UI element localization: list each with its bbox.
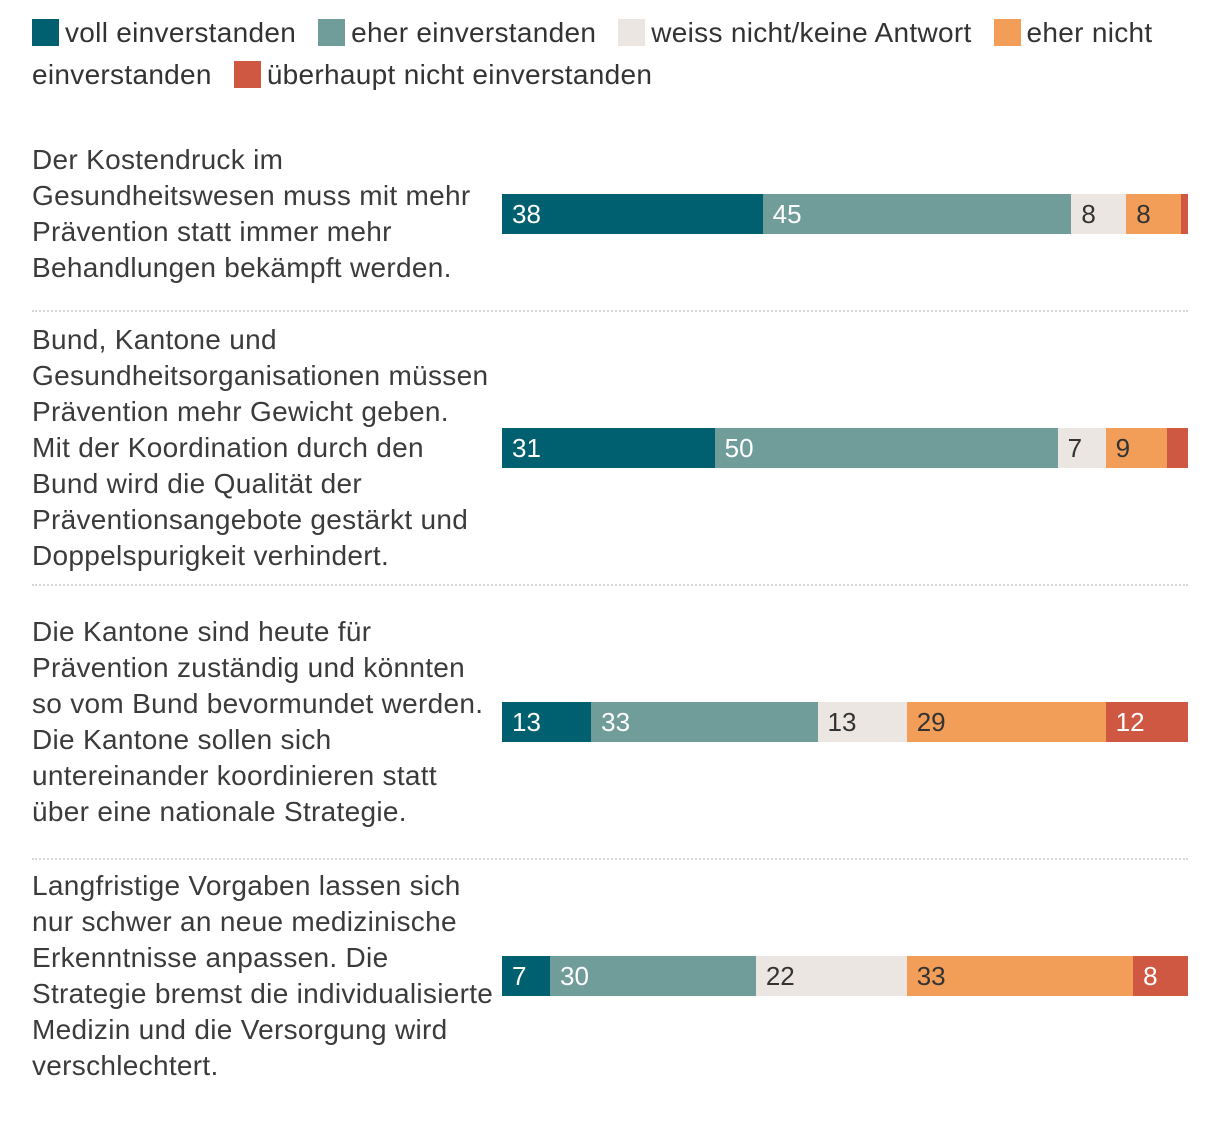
legend-swatch (318, 19, 346, 46)
chart-row: Die Kantone sind heute für Prävention zu… (32, 586, 1188, 860)
legend-label: weiss nicht/keine Antwort (651, 17, 972, 48)
bar-segment: 13 (502, 702, 592, 742)
legend-label: eher nicht einverstanden (32, 17, 1153, 90)
legend-label: voll einverstanden (65, 17, 297, 48)
bar-segment: 8 (1126, 194, 1182, 234)
bar-segment (1181, 194, 1188, 234)
legend-label: überhaupt nicht einverstanden (266, 59, 653, 90)
stacked-bar: 7 30 22 33 8 (502, 956, 1188, 996)
category-label: Der Kostendruck im Gesundheitswesen muss… (32, 144, 471, 283)
bar-segment: 22 (755, 956, 907, 996)
legend-label: eher einverstanden (351, 17, 597, 48)
bar-segment: 29 (906, 702, 1106, 742)
category-label: Bund, Kantone und Gesundheitsorganisatio… (32, 324, 489, 571)
legend-item: eher nicht einverstanden (32, 17, 1153, 90)
bar-segment (1167, 428, 1188, 468)
category-label: Langfristige Vorgaben lassen sich nur sc… (32, 870, 494, 1081)
bar-segment: 50 (714, 428, 1058, 468)
bar-segment: 30 (550, 956, 756, 996)
bar-segment: 33 (906, 956, 1134, 996)
stacked-bar: 38 45 8 8 (502, 194, 1188, 234)
stacked-bar: 13 33 13 29 12 (502, 702, 1188, 742)
legend-item: weiss nicht/keine Antwort (618, 17, 971, 48)
bar-segment: 33 (591, 702, 818, 742)
bar-segment: 31 (502, 428, 715, 468)
legend-item: überhaupt nicht einverstanden (233, 59, 653, 90)
legend-swatch (32, 19, 59, 46)
legend-item: voll einverstanden (32, 17, 296, 48)
bar-segment: 13 (817, 702, 907, 742)
legend-swatch (993, 19, 1021, 46)
bar-segment: 12 (1105, 702, 1188, 742)
bar-segment: 7 (502, 956, 551, 996)
bar-segment: 38 (502, 194, 763, 234)
legend: voll einverstanden eher einverstanden weis… (32, 12, 1192, 96)
chart-row: Der Kostendruck im Gesundheitswesen muss… (32, 118, 1188, 312)
chart-rows: Der Kostendruck im Gesundheitswesen muss… (32, 118, 1188, 1092)
chart-row: Langfristige Vorgaben lassen sich nur sc… (32, 860, 1188, 1092)
bar-segment: 7 (1057, 428, 1106, 468)
legend-item: eher einverstanden (318, 17, 596, 48)
legend-swatch (233, 61, 261, 88)
category-label: Die Kantone sind heute für Prävention zu… (32, 616, 484, 827)
bar-segment: 45 (762, 194, 1072, 234)
bar-segment: 8 (1133, 956, 1188, 996)
bar-segment: 9 (1105, 428, 1168, 468)
legend-swatch (618, 19, 646, 46)
chart-row: Bund, Kantone und Gesundheitsorganisatio… (32, 312, 1188, 586)
stacked-bar: 31 50 7 9 (502, 428, 1188, 468)
bar-segment: 8 (1071, 194, 1127, 234)
